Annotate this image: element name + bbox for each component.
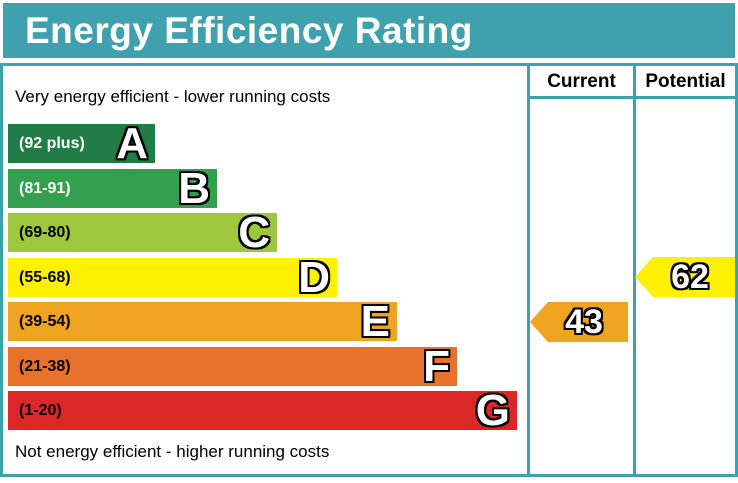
potential-rating-value: 62 (671, 258, 709, 296)
band-d: (55-68) D (8, 253, 337, 302)
page-title: Energy Efficiency Rating (25, 9, 473, 51)
header-banner: Energy Efficiency Rating (3, 3, 735, 58)
band-a: (92 plus) A (8, 119, 155, 168)
bottom-note: Not energy efficient - higher running co… (15, 442, 330, 461)
band-c-letter: C (238, 208, 270, 257)
band-c: (69-80) C (8, 208, 277, 257)
band-c-range-label: (69-80) (19, 223, 71, 241)
band-b-letter: B (178, 164, 210, 213)
band-d-letter: D (298, 253, 330, 302)
current-rating-arrow: 43 (530, 302, 628, 342)
current-column-header: Current (547, 71, 616, 92)
band-b: (81-91) B (8, 164, 217, 213)
band-f-letter: F (423, 342, 450, 391)
band-f: (21-38) F (8, 342, 457, 391)
band-e-range-label: (39-54) (19, 312, 71, 330)
top-note: Very energy efficient - lower running co… (15, 87, 331, 106)
potential-rating-arrow: 62 (635, 257, 735, 297)
band-b-range-label: (81-91) (19, 179, 71, 197)
column-header-underline (527, 96, 738, 99)
band-e: (39-54) E (8, 297, 397, 346)
band-g-range-label: (1-20) (19, 401, 62, 419)
current-rating-value: 43 (565, 303, 603, 341)
band-g-letter: G (475, 386, 510, 435)
band-a-range-label: (92 plus) (19, 134, 85, 152)
potential-column-header: Potential (645, 71, 726, 92)
potential-column-left-border (633, 63, 636, 477)
band-e-letter: E (360, 297, 390, 346)
band-d-range-label: (55-68) (19, 268, 71, 286)
current-column-left-border (527, 63, 530, 477)
band-a-letter: A (116, 119, 148, 168)
band-g: (1-20) G (8, 386, 517, 435)
band-f-range-label: (21-38) (19, 357, 71, 375)
